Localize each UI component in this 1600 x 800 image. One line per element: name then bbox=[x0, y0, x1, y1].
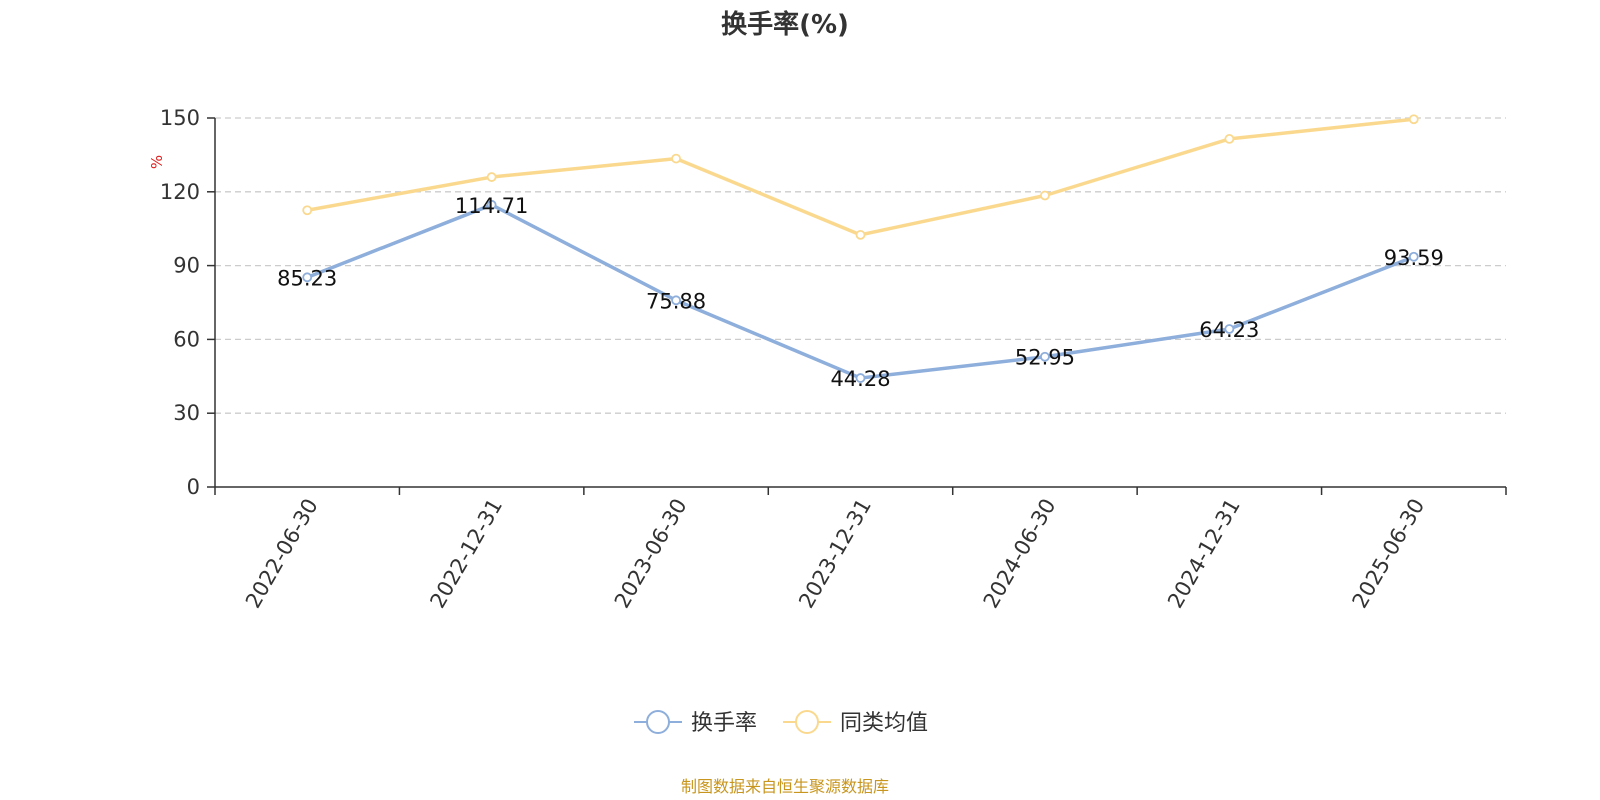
y-tick-label: 0 bbox=[187, 475, 200, 499]
x-tick-label: 2023-06-30 bbox=[610, 495, 692, 613]
legend: 换手率 同类均值 bbox=[634, 710, 928, 736]
data-label: 44.28 bbox=[830, 367, 890, 391]
series-point-1 bbox=[302, 205, 313, 216]
series-point-0 bbox=[855, 373, 866, 383]
series-point-0 bbox=[1224, 324, 1235, 334]
x-tick-label: 2024-06-30 bbox=[979, 495, 1061, 613]
legend-marker-0 bbox=[646, 710, 670, 734]
series-layer bbox=[302, 114, 1419, 383]
data-label: 114.71 bbox=[455, 194, 528, 218]
data-label: 75.88 bbox=[646, 289, 706, 313]
data-labels: 85.23 114.71 75.88 44.28 52.95 64.23 93.59 bbox=[277, 194, 1444, 391]
series-point-0 bbox=[486, 199, 497, 210]
legend-label-0: 换手率 bbox=[691, 711, 757, 736]
series-point-1 bbox=[1040, 190, 1050, 201]
legend-label-1: 同类均值 bbox=[840, 711, 928, 736]
y-tick-label: 90 bbox=[173, 254, 200, 278]
x-tick-label: 2023-12-31 bbox=[794, 495, 876, 613]
y-tick-label: 150 bbox=[160, 106, 200, 130]
series-point-1 bbox=[486, 172, 497, 182]
data-label: 52.95 bbox=[1015, 346, 1075, 370]
x-tick-label: 2024-12-31 bbox=[1163, 495, 1245, 613]
series-point-1 bbox=[1224, 134, 1235, 144]
series-point-0 bbox=[671, 295, 681, 306]
data-label: 85.23 bbox=[277, 266, 337, 290]
data-label: 64.23 bbox=[1199, 318, 1259, 342]
gridlines bbox=[215, 117, 1506, 414]
series-point-0 bbox=[1040, 351, 1050, 362]
y-tick-label: 30 bbox=[173, 401, 200, 425]
source-note: 制图数据来自恒生聚源数据库 bbox=[681, 777, 889, 796]
x-tick-label: 2025-06-30 bbox=[1348, 495, 1430, 613]
series-point-1 bbox=[855, 229, 866, 240]
legend-marker-1 bbox=[795, 710, 819, 734]
series-point-0 bbox=[302, 272, 313, 283]
x-tick-label: 2022-12-31 bbox=[425, 494, 507, 612]
series-point-1 bbox=[671, 153, 681, 164]
y-tick-label: 60 bbox=[173, 327, 200, 351]
axes: 0 30 60 90 120 150 2022-06-30 2022-12-31 2023-06… bbox=[160, 106, 1507, 613]
chart-title: 换手率(%) bbox=[721, 9, 849, 40]
y-tick-label: 120 bbox=[160, 180, 200, 204]
y-axis-unit: % bbox=[148, 155, 166, 169]
x-tick-label: 2022-06-30 bbox=[241, 495, 323, 613]
series-point-0 bbox=[1408, 251, 1419, 262]
data-label: 93.59 bbox=[1384, 246, 1444, 270]
series-point-1 bbox=[1408, 114, 1419, 125]
